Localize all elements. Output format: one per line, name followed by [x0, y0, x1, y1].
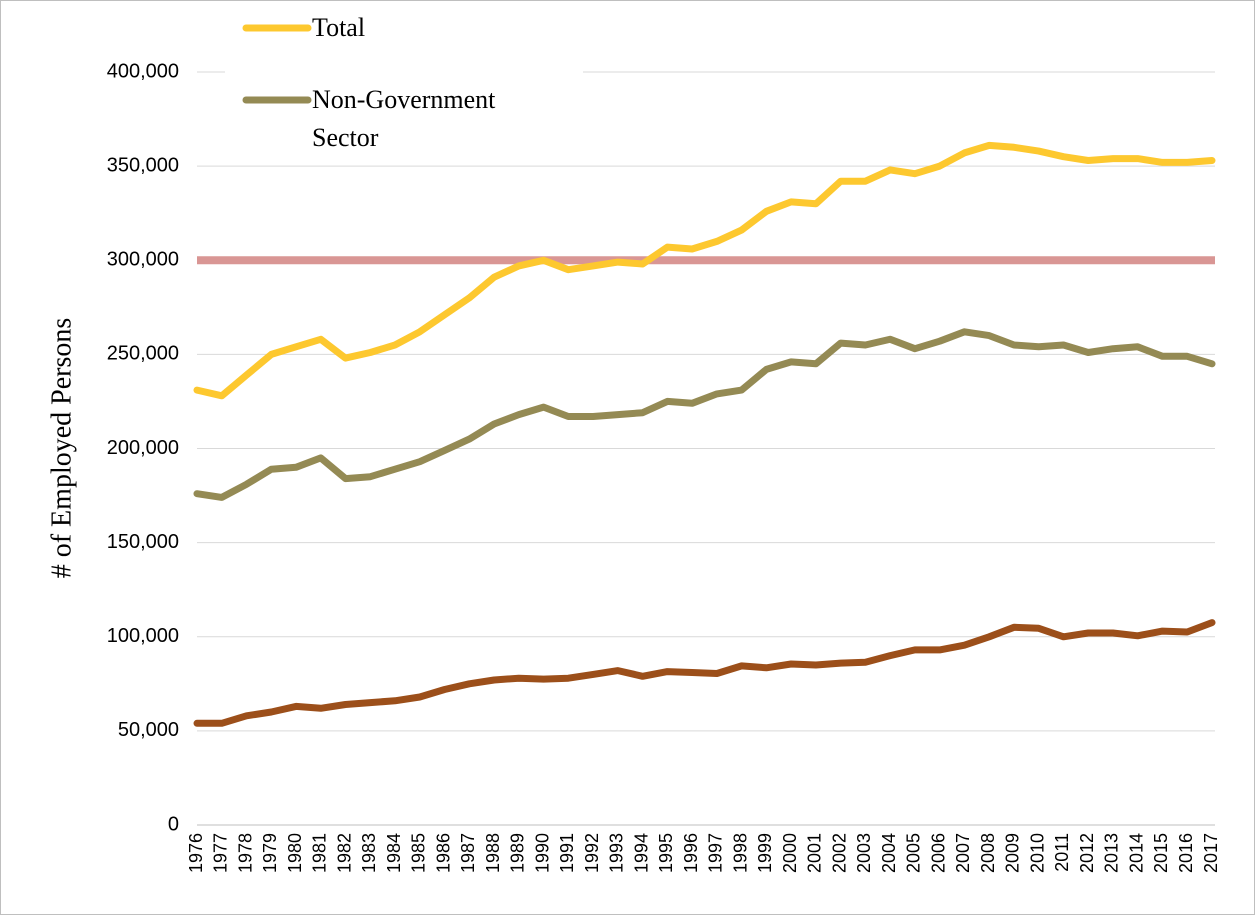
- x-tick-label: 1980: [285, 833, 305, 873]
- x-tick-label: 1979: [260, 833, 280, 873]
- y-axis-title: # of Employed Persons: [46, 318, 77, 579]
- x-tick-label: 2010: [1027, 833, 1047, 873]
- x-tick-label: 1991: [557, 833, 577, 873]
- x-tick-label: 2003: [854, 833, 874, 873]
- x-tick-label: 1994: [631, 833, 651, 873]
- x-tick-label: 1992: [582, 833, 602, 873]
- x-tick-label: 1998: [730, 833, 750, 873]
- y-tick-label: 0: [168, 813, 179, 835]
- x-tick-label: 2016: [1176, 833, 1196, 873]
- x-tick-label: 2004: [879, 833, 899, 873]
- legend-label: Total: [312, 13, 366, 42]
- x-tick-label: 2006: [928, 833, 948, 873]
- x-tick-label: 1986: [433, 833, 453, 873]
- x-tick-label: 2002: [829, 833, 849, 873]
- series-line: [193, 141, 1216, 400]
- x-tick-label: 1977: [211, 833, 231, 873]
- x-tick-label: 2005: [904, 833, 924, 873]
- y-tick-label: 250,000: [107, 343, 179, 365]
- x-tick-label: 2014: [1126, 833, 1146, 873]
- x-tick-label: 2013: [1102, 833, 1122, 873]
- y-tick-label: 300,000: [107, 249, 179, 271]
- x-tick-label: 1993: [607, 833, 627, 873]
- x-tick-label: 1981: [310, 833, 330, 873]
- legend-label: Non-Government Sector: [312, 85, 496, 152]
- x-tick-label: 2000: [780, 833, 800, 873]
- series-line: [193, 619, 1216, 727]
- y-tick-label: 200,000: [107, 437, 179, 459]
- y-tick-label: 150,000: [107, 531, 179, 553]
- x-tick-label: 1996: [681, 833, 701, 873]
- y-tick-label: 100,000: [107, 625, 179, 647]
- x-tick-label: 1985: [409, 833, 429, 873]
- x-tick-label: 2008: [978, 833, 998, 873]
- x-tick-label: 2007: [953, 833, 973, 873]
- x-tick-label: 2012: [1077, 833, 1097, 873]
- x-tick-label: 1984: [384, 833, 404, 873]
- x-tick-label: 1987: [458, 833, 478, 873]
- x-tick-label: 2017: [1201, 833, 1221, 873]
- x-tick-label: 1999: [755, 833, 775, 873]
- x-tick-label: 1989: [508, 833, 528, 873]
- x-tick-label: 2015: [1151, 833, 1171, 873]
- x-tick-label: 1997: [706, 833, 726, 873]
- x-tick-label: 1978: [235, 833, 255, 873]
- x-tick-label: 1990: [532, 833, 552, 873]
- legend-item: Total: [312, 13, 366, 42]
- legend-item: Non-Government Sector: [312, 85, 496, 152]
- x-tick-label: 1988: [483, 833, 503, 873]
- x-tick-label: 2009: [1003, 833, 1023, 873]
- y-tick-label: 350,000: [107, 154, 179, 176]
- series-line: [193, 328, 1216, 501]
- x-tick-label: 1982: [334, 833, 354, 873]
- x-tick-label: 2011: [1052, 833, 1072, 872]
- x-tick-label: 2001: [805, 833, 825, 873]
- x-tick-label: 1983: [359, 833, 379, 873]
- y-tick-label: 400,000: [107, 60, 179, 82]
- x-tick-label: 1976: [186, 833, 206, 873]
- y-tick-label: 50,000: [118, 719, 179, 741]
- x-tick-label: 1995: [656, 833, 676, 873]
